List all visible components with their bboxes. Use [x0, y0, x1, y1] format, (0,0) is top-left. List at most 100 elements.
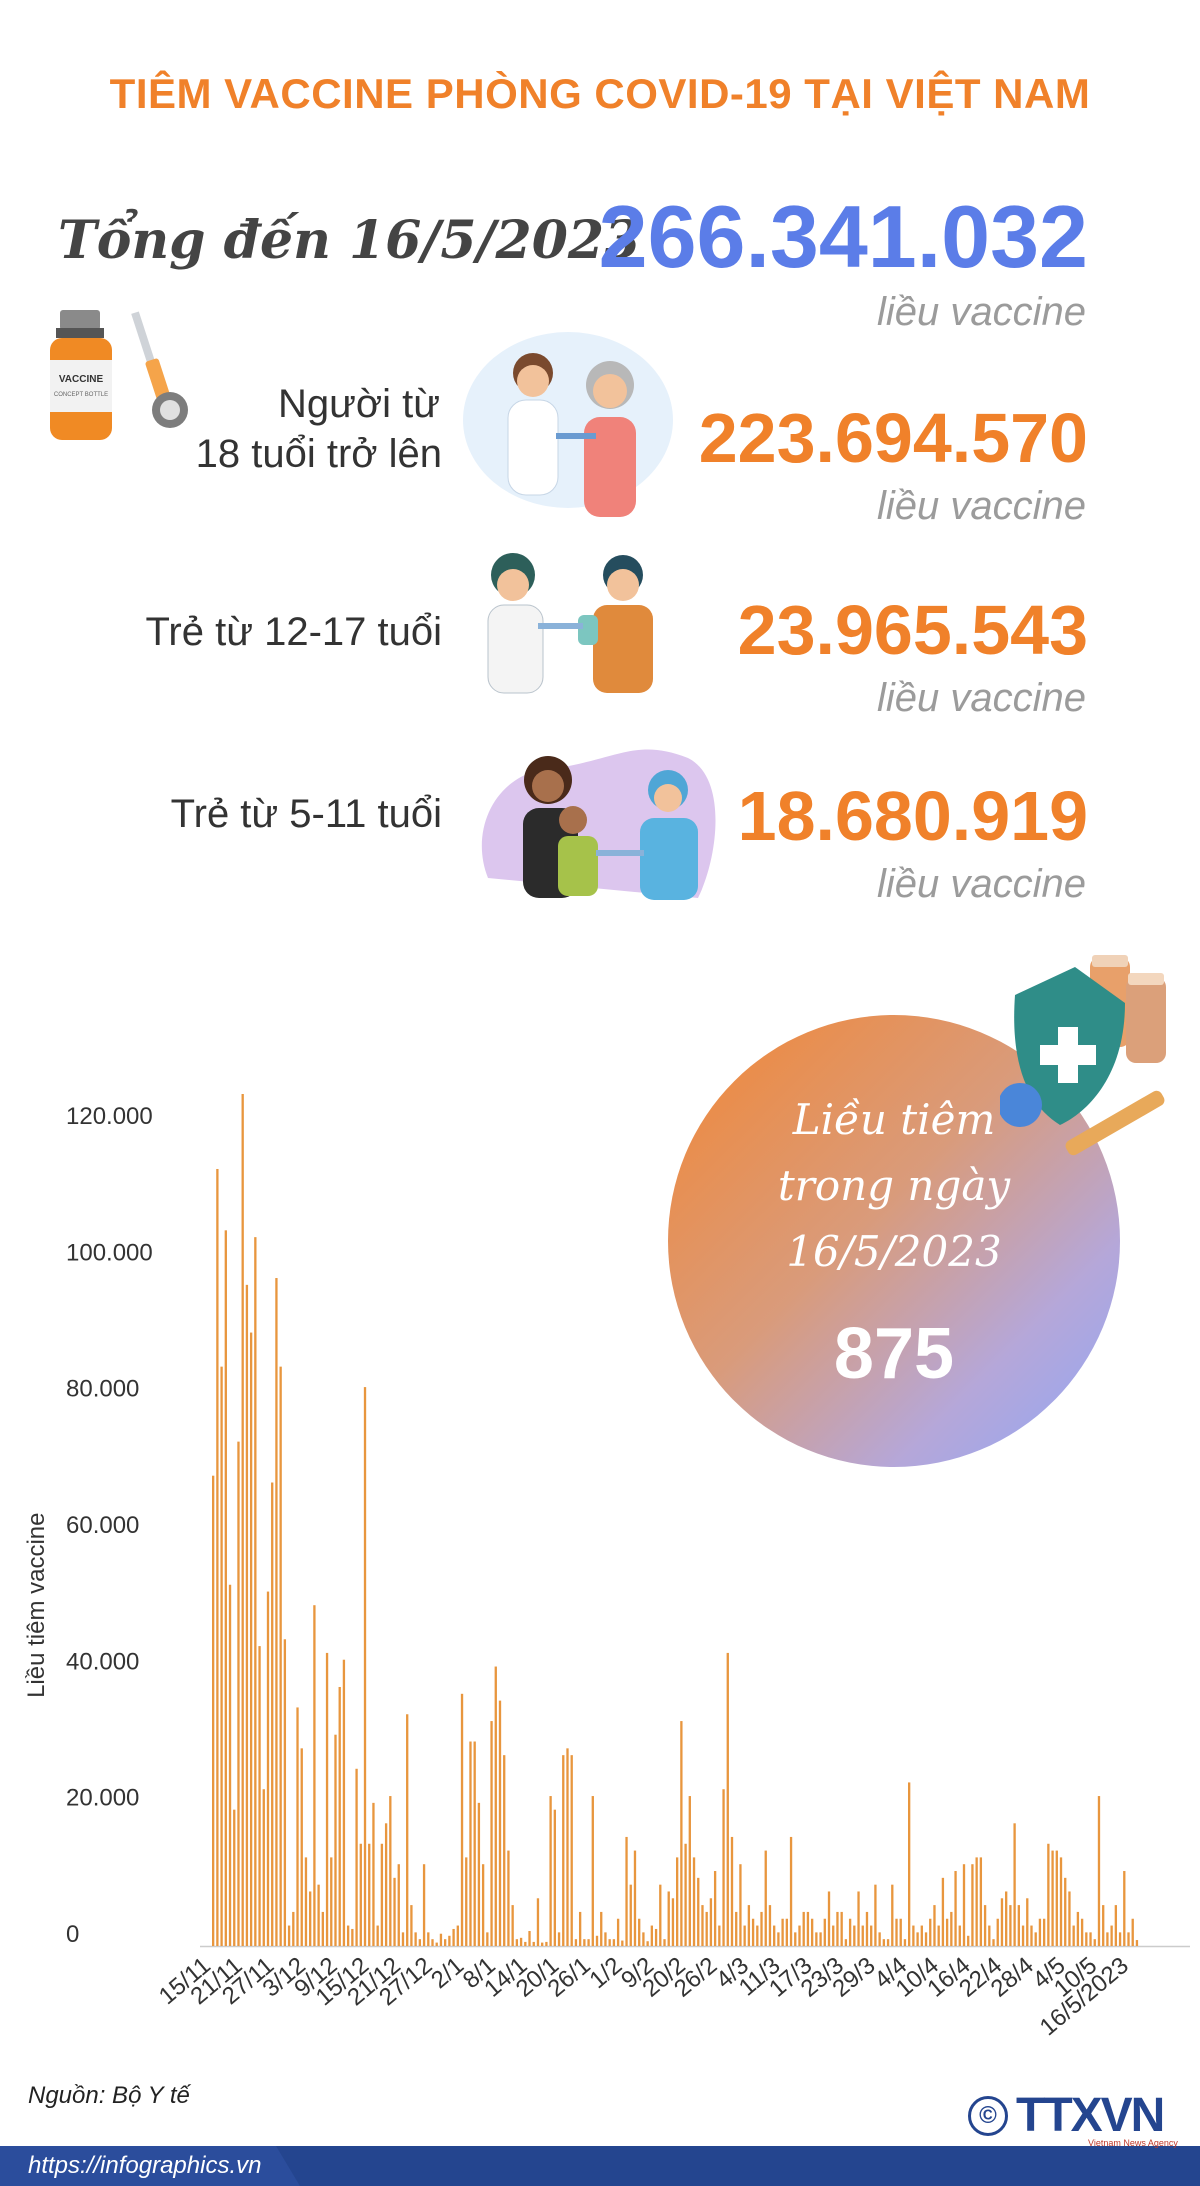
bar — [363, 1387, 367, 1946]
bar — [688, 1796, 691, 1946]
bar — [233, 1809, 236, 1946]
bar — [1005, 1891, 1008, 1946]
bar — [781, 1918, 784, 1946]
bar — [342, 1659, 346, 1946]
bar — [798, 1925, 801, 1946]
bar — [1017, 1905, 1020, 1946]
bar — [650, 1925, 654, 1946]
bar — [802, 1911, 805, 1946]
bar — [983, 1905, 987, 1946]
bar — [355, 1768, 358, 1946]
bar — [709, 1898, 713, 1946]
bar — [756, 1925, 759, 1946]
bar — [515, 1939, 519, 1946]
bar — [891, 1884, 894, 1946]
bar — [979, 1857, 983, 1946]
bar — [359, 1843, 362, 1946]
bar — [1110, 1925, 1113, 1946]
bar — [608, 1939, 611, 1946]
bar — [507, 1850, 510, 1946]
bar — [212, 1475, 215, 1946]
bar — [583, 1939, 586, 1946]
bar — [372, 1802, 375, 1946]
bar — [908, 1782, 911, 1946]
bar — [557, 1932, 561, 1946]
bar — [663, 1939, 666, 1946]
bar — [958, 1925, 961, 1946]
page-title: TIÊM VACCINE PHÒNG COVID-19 TẠI VIỆT NAM — [109, 70, 1091, 117]
bar — [853, 1925, 856, 1946]
bar — [578, 1911, 582, 1946]
bar — [397, 1864, 400, 1946]
bar — [1127, 1932, 1130, 1946]
bar — [861, 1925, 864, 1946]
bar — [401, 1932, 405, 1946]
bar — [1026, 1898, 1029, 1946]
bar — [743, 1925, 746, 1946]
bar — [431, 1939, 434, 1946]
bar — [258, 1646, 261, 1946]
bar — [1047, 1843, 1050, 1946]
bar — [524, 1941, 527, 1946]
bar — [654, 1928, 658, 1946]
bar — [1072, 1925, 1075, 1946]
bar — [220, 1366, 223, 1946]
bar — [486, 1932, 489, 1946]
bar — [937, 1925, 940, 1946]
bar — [612, 1939, 616, 1946]
highlight-line-3: 16/5/2023 — [786, 1227, 1002, 1276]
bar — [469, 1741, 472, 1946]
bar — [1080, 1918, 1084, 1946]
bar — [903, 1939, 907, 1946]
child-vaccination-illustration — [481, 749, 716, 900]
bar — [671, 1898, 675, 1946]
logo-subtitle: Vietnam News Agency — [1088, 2138, 1178, 2148]
bar — [929, 1918, 932, 1946]
bar — [1118, 1932, 1122, 1946]
bar — [498, 1700, 502, 1946]
bar — [465, 1857, 468, 1946]
teen-vaccination-illustration — [487, 553, 653, 694]
bar — [1076, 1911, 1080, 1946]
y-tick-label: 0 — [66, 1921, 79, 1948]
y-tick-label: 100.000 — [66, 1239, 153, 1266]
bar — [266, 1591, 270, 1946]
bar — [519, 1937, 523, 1946]
bar — [1055, 1850, 1058, 1946]
bar — [705, 1911, 708, 1946]
bar — [810, 1918, 814, 1946]
bar — [570, 1755, 573, 1946]
bar — [1114, 1905, 1118, 1946]
bar — [1051, 1850, 1054, 1946]
vaccine-bottle-icon: VACCINE CONCEPT BOTTLE — [50, 310, 188, 440]
bar — [819, 1932, 822, 1946]
bar — [625, 1836, 628, 1946]
group-adult-label-1: Người từ — [277, 382, 440, 426]
bar — [1034, 1932, 1037, 1946]
bar — [216, 1168, 219, 1946]
bar — [351, 1928, 354, 1946]
total-value: 266.341.032 — [598, 187, 1088, 286]
bar — [393, 1877, 396, 1946]
bar — [836, 1911, 839, 1946]
group-teen-label: Trẻ từ 12-17 tuổi — [145, 610, 442, 654]
bar — [768, 1905, 772, 1946]
bar — [827, 1891, 831, 1946]
bar — [536, 1898, 540, 1946]
y-tick-label: 60.000 — [66, 1512, 139, 1539]
bar — [532, 1941, 535, 1946]
bar — [667, 1891, 670, 1946]
bar — [600, 1911, 603, 1946]
bar — [916, 1932, 919, 1946]
bar — [292, 1911, 295, 1946]
bar — [503, 1755, 506, 1946]
bar — [444, 1939, 447, 1946]
bar — [376, 1925, 379, 1946]
bar — [604, 1932, 607, 1946]
footer-url-link[interactable]: https://infographics.vn — [0, 2146, 300, 2186]
bar — [1093, 1939, 1096, 1946]
bar — [718, 1925, 721, 1946]
bar — [1089, 1932, 1092, 1946]
ttxvn-logo: © TTXVN Vietnam News Agency — [968, 2088, 1178, 2148]
bar — [815, 1932, 818, 1946]
